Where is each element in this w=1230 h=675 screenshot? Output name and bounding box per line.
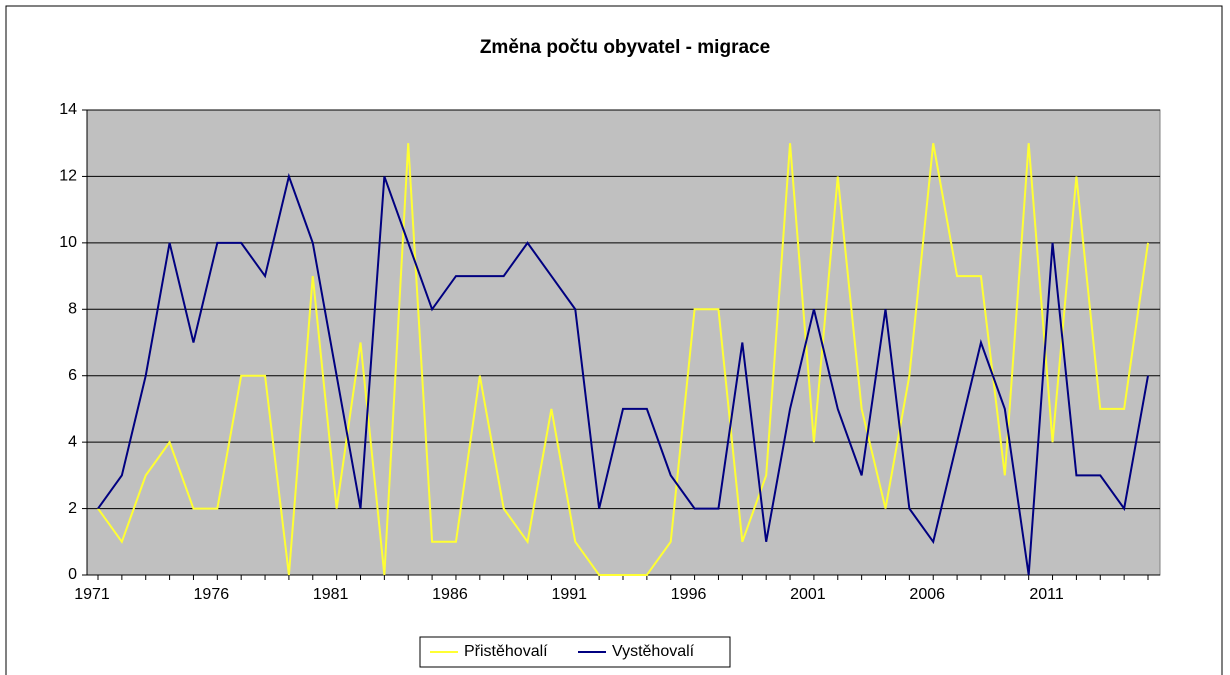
x-tick-label: 1976 — [194, 586, 230, 603]
x-tick-label: 1971 — [74, 586, 110, 603]
line-series — [97, 143, 1149, 576]
y-tick-label: 6 — [68, 367, 77, 384]
y-tick-label: 2 — [68, 500, 77, 517]
legend-label: Přistěhovalí — [464, 643, 548, 660]
x-tick-label: 2006 — [909, 586, 945, 603]
legend-label: Vystěhovalí — [612, 643, 695, 660]
chart-title: Změna počtu obyvatel - migrace — [480, 37, 770, 58]
line-series — [97, 172, 1149, 576]
plot-area — [86, 109, 1161, 576]
y-tick-label: 12 — [59, 168, 77, 185]
x-tick-label: 1986 — [432, 586, 468, 603]
x-tick-label: 1996 — [671, 586, 707, 603]
y-tick-label: 10 — [59, 234, 77, 251]
x-tick-label: 1981 — [313, 586, 349, 603]
x-tick-label: 2011 — [1029, 586, 1064, 603]
x-tick-label: 2001 — [790, 586, 826, 603]
y-tick-label: 0 — [68, 566, 77, 583]
x-tick-label: 1991 — [551, 586, 587, 603]
legend-box — [419, 636, 731, 668]
y-tick-label: 8 — [68, 301, 77, 318]
y-tick-label: 14 — [59, 101, 77, 118]
y-tick-label: 4 — [68, 433, 77, 450]
